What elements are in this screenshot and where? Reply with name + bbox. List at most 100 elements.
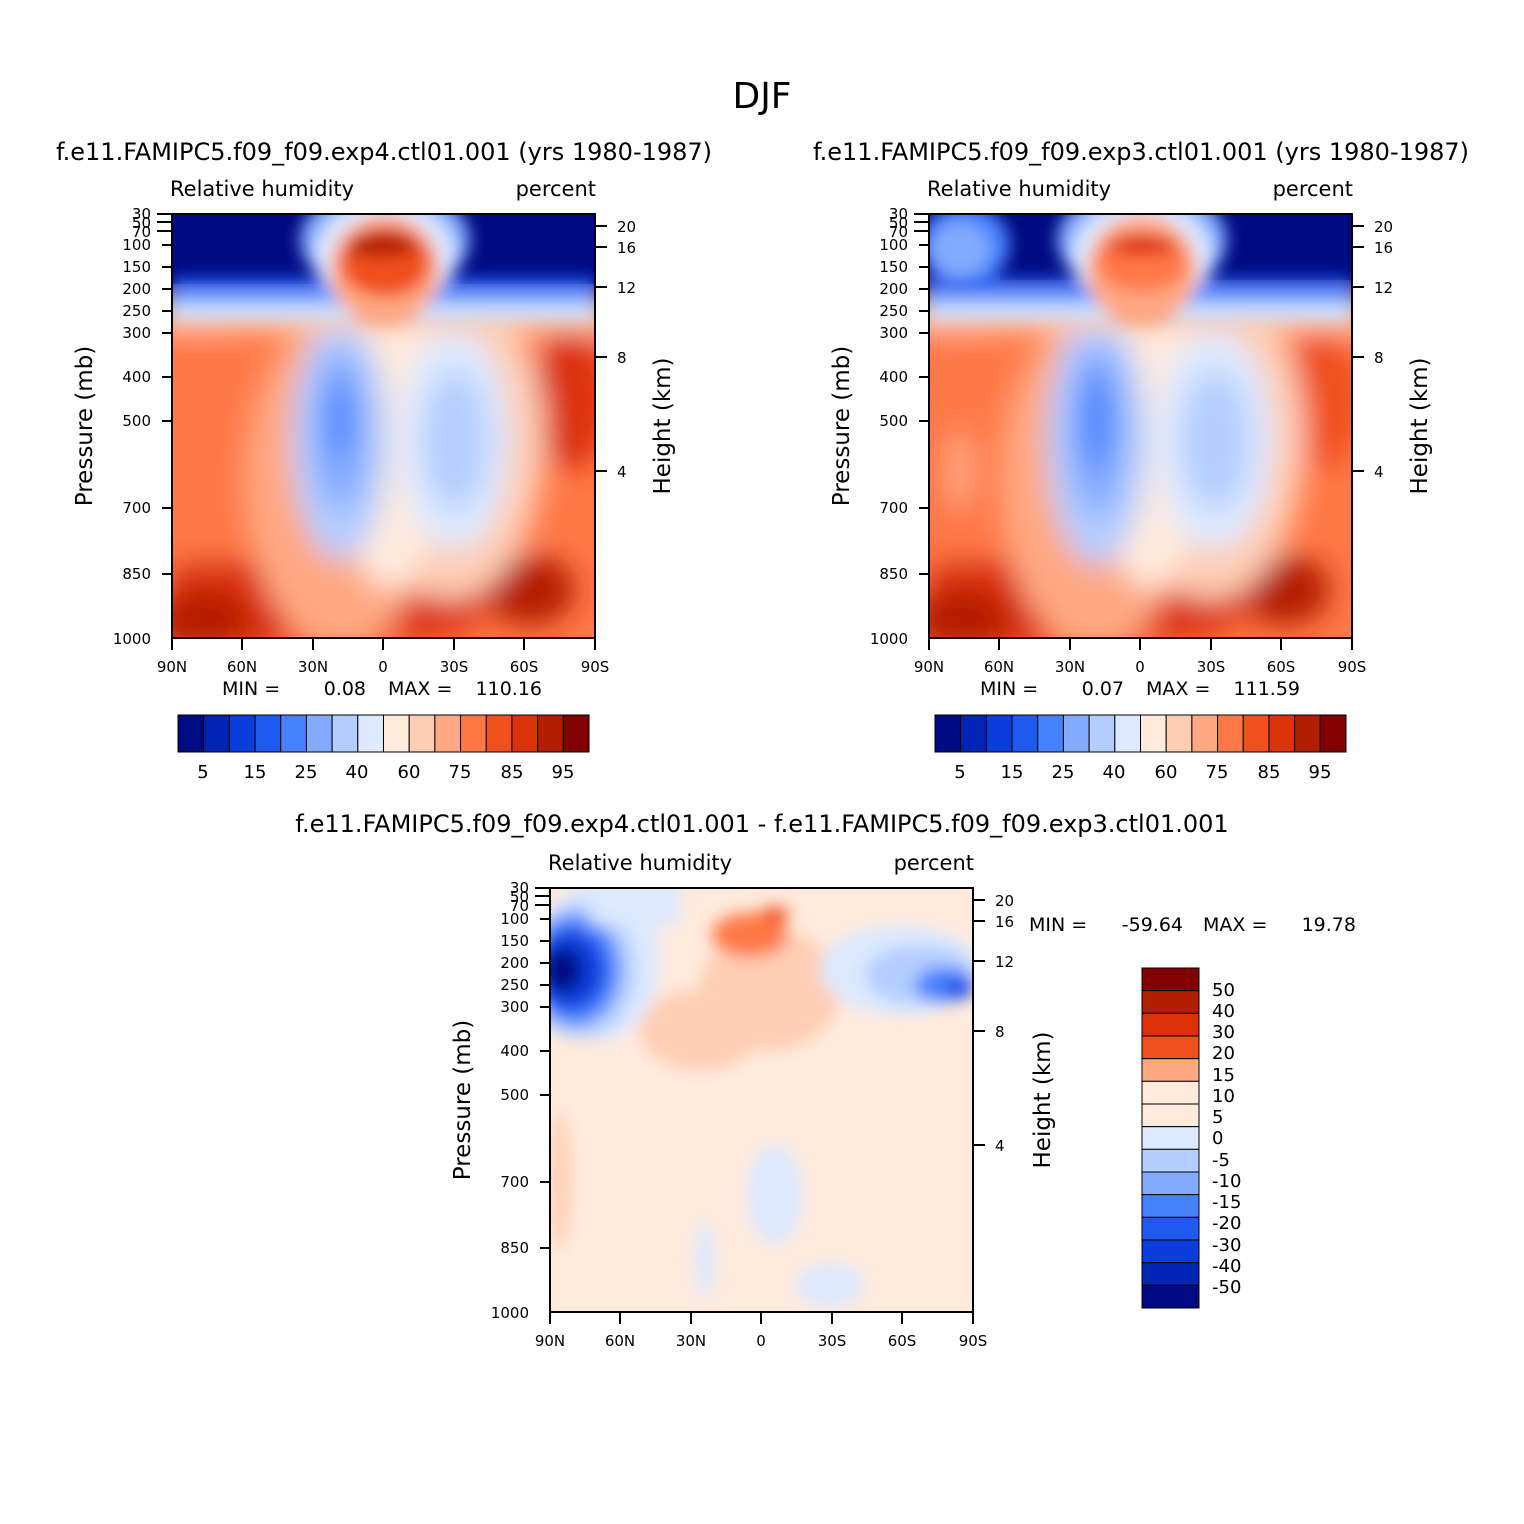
colorbar-swatch: [177, 714, 205, 753]
x-tick: 30S: [818, 1332, 847, 1350]
panel-difference-colorbar-labels: 50 40 30 20 15 10 5 0 -5 -10 -15 -20 -30…: [1212, 980, 1241, 1298]
colorbar-label: -30: [1212, 1235, 1241, 1256]
colorbar-label: -20: [1212, 1213, 1241, 1234]
colorbar-swatch: [1191, 714, 1219, 753]
y-tick: 700: [122, 499, 151, 517]
height-tick: 8: [1374, 349, 1384, 367]
height-tick: 4: [1374, 463, 1384, 481]
x-tick: 60S: [1267, 658, 1296, 676]
y-tick: 400: [879, 368, 908, 386]
y-tick: 30: [889, 205, 908, 223]
y-tick: 300: [122, 324, 151, 342]
height-tick: 16: [1374, 239, 1393, 257]
panel-exp3-units-label: percent: [1273, 177, 1353, 201]
panel-exp3-colorbar: [934, 714, 1347, 753]
colorbar-swatch: [1088, 714, 1116, 753]
colorbar-swatch: [1141, 1171, 1200, 1196]
height-tick: 20: [617, 218, 636, 236]
y-tick: 700: [879, 499, 908, 517]
colorbar-swatch: [1217, 714, 1244, 753]
colorbar-swatch: [1141, 1080, 1200, 1105]
colorbar-label: -50: [1212, 1277, 1241, 1298]
y-tick: 400: [122, 368, 151, 386]
panel-exp4-variable-label: Relative humidity: [170, 177, 354, 201]
colorbar-swatch: [1141, 1035, 1200, 1060]
colorbar-swatch: [1141, 1262, 1200, 1286]
x-tick: 60S: [510, 658, 539, 676]
colorbar-swatch: [1242, 714, 1270, 753]
colorbar-label: -40: [1212, 1256, 1241, 1277]
panel-exp3-minmax: MIN = 0.07 MAX = 111.59: [980, 678, 1300, 700]
panel-exp3-tick-marks: [914, 213, 1364, 650]
colorbar-label: 10: [1212, 1086, 1235, 1107]
x-tick: 90S: [959, 1332, 988, 1350]
height-tick: 16: [995, 913, 1014, 931]
y-tick: 850: [879, 565, 908, 583]
height-tick: 8: [617, 349, 627, 367]
min-value: 0.08: [324, 678, 366, 700]
x-tick: 60N: [227, 658, 257, 676]
colorbar-label: 15: [1212, 1065, 1235, 1086]
colorbar-swatch: [1114, 714, 1142, 753]
colorbar-label: 5: [1212, 1107, 1223, 1128]
y-tick: 700: [500, 1173, 529, 1191]
max-label: MAX =: [388, 678, 452, 700]
colorbar-swatch: [562, 714, 590, 753]
panel-difference-colorbar: [1141, 967, 1200, 1309]
height-tick: 16: [617, 239, 636, 257]
y-tick: 400: [500, 1042, 529, 1060]
x-tick: 60N: [605, 1332, 635, 1350]
panel-exp3: f.e11.FAMIPC5.f09_f09.exp3.ctl01.001 (yr…: [813, 138, 1469, 783]
panel-exp3-x-ticks: 90N 60N 30N 0 30S 60S 90S: [914, 658, 1366, 676]
panel-exp3-colorbar-labels: 5 15 25 40 60 75 85 95: [954, 762, 1331, 783]
y-tick: 500: [122, 412, 151, 430]
panel-difference-ylabel: Pressure (mb): [450, 1020, 476, 1180]
y-tick: 250: [500, 976, 529, 994]
x-tick: 30N: [1055, 658, 1085, 676]
max-label: MAX =: [1203, 914, 1267, 936]
y-tick: 30: [510, 879, 529, 897]
panel-difference-height-ticks: 20 16 12 8 4: [995, 892, 1014, 1155]
height-tick: 12: [1374, 279, 1393, 297]
y-tick: 250: [122, 302, 151, 320]
max-value: 111.59: [1234, 678, 1300, 700]
y-tick: 200: [879, 280, 908, 298]
min-value: 0.07: [1082, 678, 1124, 700]
colorbar-label: -15: [1212, 1192, 1241, 1213]
panel-exp4-field: [172, 214, 595, 638]
colorbar-swatch: [985, 714, 1013, 753]
x-tick: 30S: [1197, 658, 1226, 676]
colorbar-swatch: [1141, 1012, 1200, 1037]
x-tick: 30S: [440, 658, 469, 676]
colorbar-swatch: [1165, 714, 1193, 753]
colorbar-swatch: [1062, 714, 1090, 753]
x-tick: 60S: [888, 1332, 917, 1350]
y-tick: 850: [500, 1239, 529, 1257]
y-tick: 70: [132, 223, 151, 241]
panel-difference-title: f.e11.FAMIPC5.f09_f09.exp4.ctl01.001 - f…: [295, 810, 1228, 838]
y-tick: 70: [889, 223, 908, 241]
y-tick: 300: [500, 998, 529, 1016]
panel-exp3-height-ticks: 20 16 12 8 4: [1374, 218, 1393, 481]
y-tick: 200: [500, 954, 529, 972]
colorbar-swatch: [460, 714, 487, 753]
season-title: DJF: [732, 76, 791, 117]
panel-exp4-colorbar-labels: 5 15 25 40 60 75 85 95: [197, 762, 574, 783]
colorbar-swatch: [228, 714, 256, 753]
y-tick: 50: [510, 888, 529, 906]
colorbar-swatch: [1011, 714, 1039, 753]
x-tick: 30N: [298, 658, 328, 676]
colorbar-swatch: [1141, 1148, 1200, 1173]
x-tick: 90N: [535, 1332, 565, 1350]
panel-exp4-y-ticks: 30 50 70 100 150 200 250 300 400 500 700…: [113, 205, 151, 648]
x-tick: 90S: [581, 658, 610, 676]
colorbar-swatch: [1268, 714, 1296, 753]
colorbar-swatch: [537, 714, 564, 753]
y-tick: 100: [122, 236, 151, 254]
colorbar-label: 50: [1212, 980, 1235, 1001]
height-tick: 12: [995, 953, 1014, 971]
colorbar-swatch: [203, 714, 230, 753]
colorbar-label: 5: [954, 762, 965, 783]
colorbar-swatch: [1141, 967, 1200, 992]
